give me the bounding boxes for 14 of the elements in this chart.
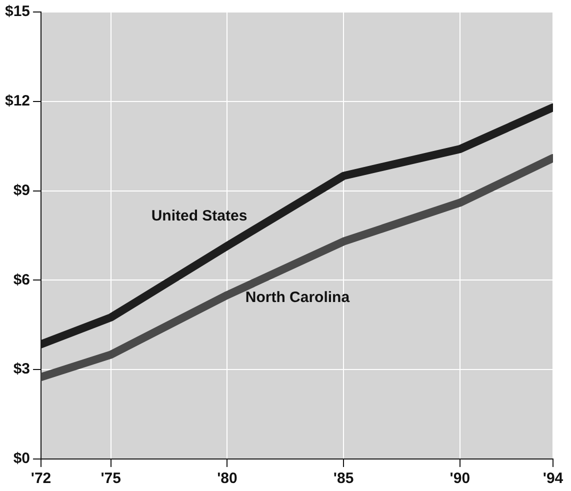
- y-tick-label: $3: [13, 360, 30, 378]
- y-tick-label: $12: [4, 92, 30, 110]
- x-tick-label: '80: [217, 470, 238, 488]
- x-tick-label: '75: [100, 470, 121, 488]
- series-label: United States: [151, 208, 248, 225]
- y-tick-label: $0: [13, 450, 30, 468]
- x-tick-label: '85: [333, 470, 354, 488]
- y-tick-label: $15: [4, 3, 30, 20]
- y-tick-label: $6: [13, 271, 30, 288]
- x-tick-label: '90: [450, 470, 470, 488]
- series-label: North Carolina: [245, 288, 350, 306]
- y-tick-label: $9: [13, 182, 30, 199]
- x-tick-label: '94: [542, 470, 564, 488]
- x-tick-label: '72: [30, 470, 52, 488]
